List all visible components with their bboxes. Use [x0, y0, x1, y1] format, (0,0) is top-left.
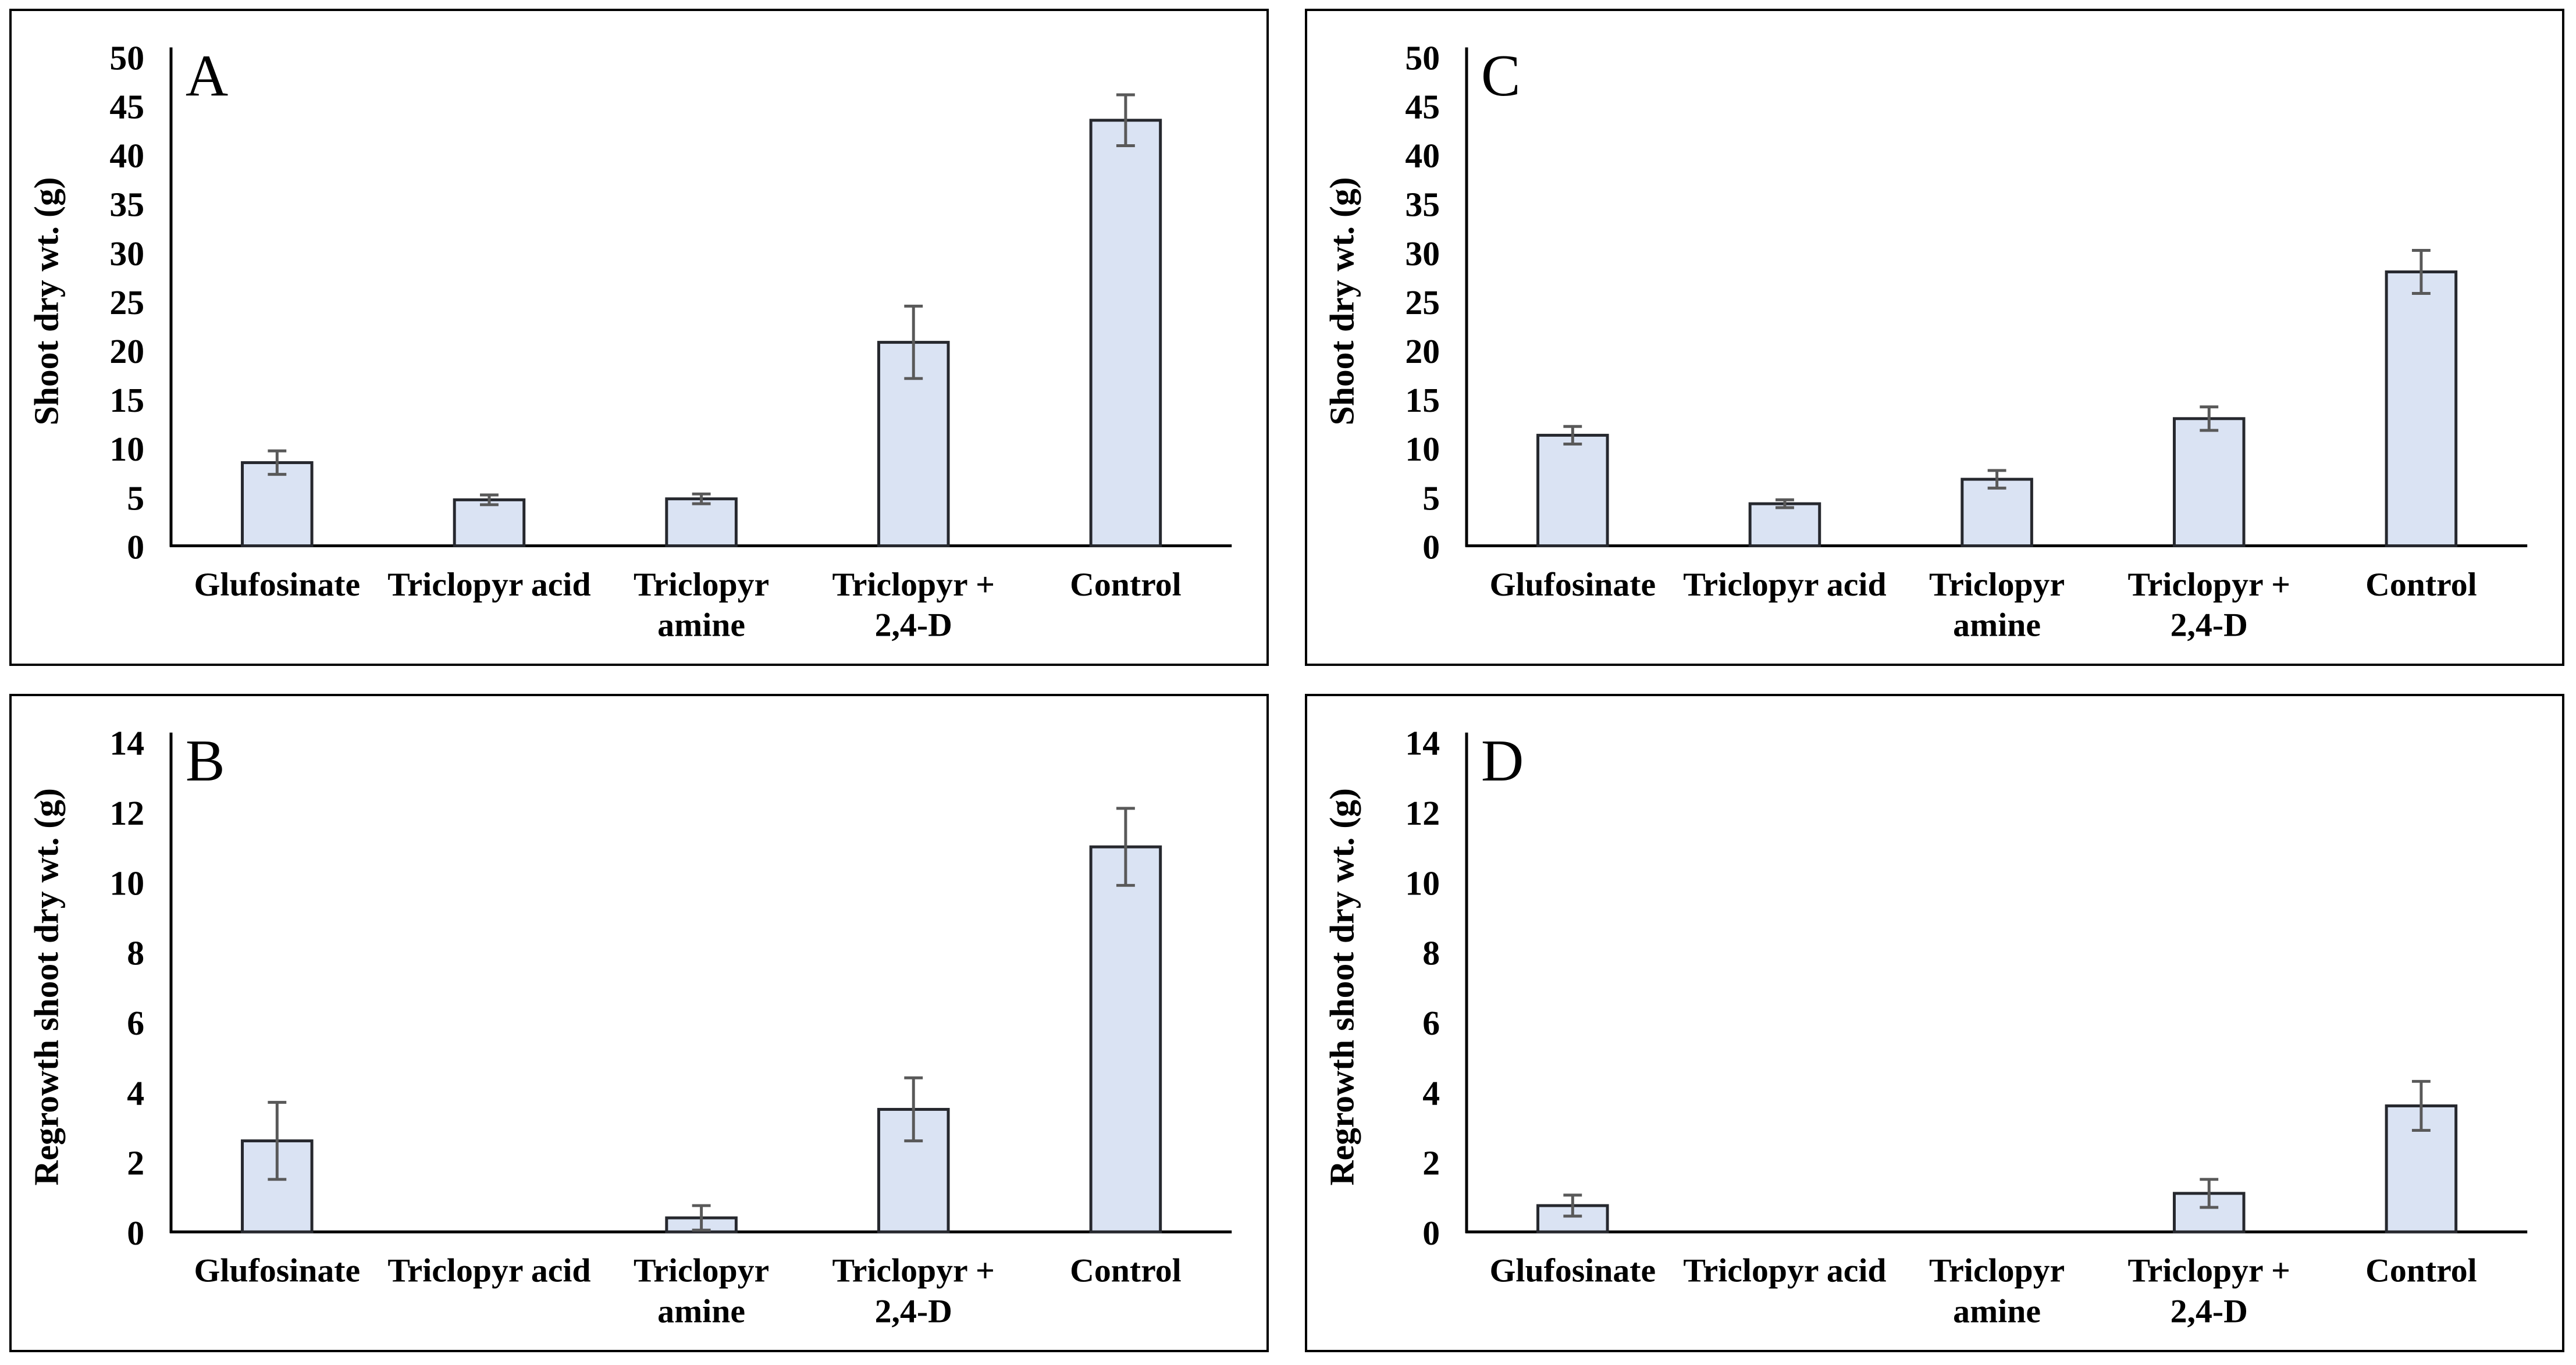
y-axis-title: Regrowth shoot dry wt. (g): [27, 788, 66, 1185]
panel-letter: C: [1481, 43, 1521, 108]
y-tick-label: 14: [1405, 724, 1440, 762]
category-label: Triclopyr: [1929, 1253, 2065, 1289]
panel-a: 0 5 10 15 20 25 30 35 40 45 50 Glufosinate Triclopyr…: [9, 9, 1269, 666]
bar-a-4: [1089, 119, 1162, 547]
panel-letter: A: [186, 43, 228, 108]
category-label: Triclopyr +: [2128, 566, 2290, 603]
y-tick-label: 50: [1405, 38, 1440, 77]
y-tick-label: 30: [109, 234, 144, 273]
category-label: Triclopyr acid: [387, 566, 590, 603]
category-label: amine: [657, 1293, 745, 1330]
category-label: Triclopyr acid: [1683, 1253, 1886, 1289]
y-tick-label: 35: [109, 186, 144, 224]
panel-letter: D: [1481, 728, 1524, 793]
y-tick-label: 4: [127, 1074, 144, 1112]
bar-c-4: [2385, 270, 2458, 547]
category-label: Control: [1070, 1253, 1181, 1289]
y-tick-label: 6: [1422, 1004, 1440, 1042]
y-tick-label: 0: [127, 1214, 144, 1252]
y-tick-label: 45: [1405, 88, 1440, 126]
y-tick-label: 8: [1422, 934, 1440, 972]
category-label: Glufosinate: [194, 1253, 360, 1289]
y-tick-label: 45: [109, 88, 144, 126]
y-tick-label: 20: [109, 332, 144, 370]
y-tick-label: 30: [1405, 234, 1440, 273]
bar-b-4: [1089, 845, 1162, 1234]
category-label: Triclopyr +: [832, 566, 995, 603]
y-axis-title: Shoot dry wt. (g): [27, 177, 66, 426]
category-label: Triclopyr +: [832, 1253, 995, 1289]
bar-c-1: [1748, 502, 1821, 547]
y-tick-label: 40: [1405, 137, 1440, 175]
chart-svg-c: 0 5 10 15 20 25 30 35 40 45 50 Glufosinate Triclopyr…: [1323, 38, 2528, 643]
y-tick-label: 25: [1405, 283, 1440, 322]
y-tick-label: 35: [1405, 186, 1440, 224]
bar-c-2: [1961, 477, 2033, 547]
y-tick-label: 6: [127, 1004, 144, 1042]
bar-a-1: [453, 498, 526, 547]
y-tick-label: 0: [1422, 528, 1440, 566]
category-label: amine: [1953, 1293, 2041, 1330]
category-label: Control: [2365, 566, 2477, 603]
y-tick-label: 25: [109, 283, 144, 322]
y-tick-label: 5: [127, 479, 144, 517]
category-label: amine: [1953, 607, 2041, 643]
chart-svg-b: 0 2 4 6 8 10 12 14 Glufosinate Triclopyr acid Tric…: [27, 724, 1232, 1330]
y-tick-label: 10: [109, 864, 144, 902]
y-tick-label: 40: [109, 137, 144, 175]
y-tick-label: 20: [1405, 332, 1440, 370]
category-label: Glufosinate: [1489, 566, 1656, 603]
category-label: 2,4-D: [2171, 607, 2248, 643]
category-label: Triclopyr +: [2128, 1253, 2290, 1289]
y-tick-label: 4: [1422, 1074, 1440, 1112]
bar-c-0: [1536, 433, 1609, 547]
y-tick-label: 50: [109, 38, 144, 77]
y-tick-label: 10: [1405, 864, 1440, 902]
bar-a-0: [241, 461, 314, 547]
y-tick-label: 0: [1422, 1214, 1440, 1252]
category-label: Glufosinate: [194, 566, 360, 603]
y-axis-title: Shoot dry wt. (g): [1323, 177, 1361, 426]
y-tick-label: 12: [1405, 794, 1440, 832]
category-label: Control: [2365, 1253, 2477, 1289]
category-label: amine: [657, 607, 745, 643]
y-tick-label: 2: [1422, 1144, 1440, 1182]
category-label: 2,4-D: [2171, 1293, 2248, 1330]
bar-a-2: [665, 497, 738, 547]
bar-c-3: [2172, 417, 2246, 547]
bar-b-0: [241, 1139, 314, 1234]
y-tick-label: 5: [1422, 479, 1440, 517]
panel-b: 0 2 4 6 8 10 12 14 Glufosinate Triclopyr acid Tric…: [9, 694, 1269, 1352]
category-label: Glufosinate: [1489, 1253, 1656, 1289]
panel-d: 0 2 4 6 8 10 12 14 Glufosinate Triclopyr acid Tric…: [1305, 694, 2564, 1352]
y-tick-label: 0: [127, 528, 144, 566]
category-label: Triclopyr acid: [1683, 566, 1886, 603]
y-tick-label: 2: [127, 1144, 144, 1182]
y-axis-title: Regrowth shoot dry wt. (g): [1323, 788, 1361, 1185]
y-tick-label: 12: [109, 794, 144, 832]
category-label: 2,4-D: [875, 607, 952, 643]
category-label: Triclopyr acid: [387, 1253, 590, 1289]
y-tick-label: 8: [127, 934, 144, 972]
y-tick-label: 14: [109, 724, 144, 762]
y-tick-label: 15: [109, 381, 144, 419]
category-label: 2,4-D: [875, 1293, 952, 1330]
y-tick-label: 15: [1405, 381, 1440, 419]
y-tick-label: 10: [109, 430, 144, 468]
panel-letter: B: [186, 728, 225, 793]
category-label: Control: [1070, 566, 1182, 603]
category-label: Triclopyr: [634, 1253, 769, 1289]
y-tick-label: 10: [1405, 430, 1440, 468]
category-label: Triclopyr: [634, 566, 769, 603]
chart-svg-d: 0 2 4 6 8 10 12 14 Glufosinate Triclopyr acid Tric…: [1323, 724, 2528, 1330]
panel-c: 0 5 10 15 20 25 30 35 40 45 50 Glufosinate Triclopyr…: [1305, 9, 2564, 666]
chart-svg-a: 0 5 10 15 20 25 30 35 40 45 50 Glufosinate Triclopyr…: [27, 38, 1232, 643]
category-label: Triclopyr: [1929, 566, 2065, 603]
